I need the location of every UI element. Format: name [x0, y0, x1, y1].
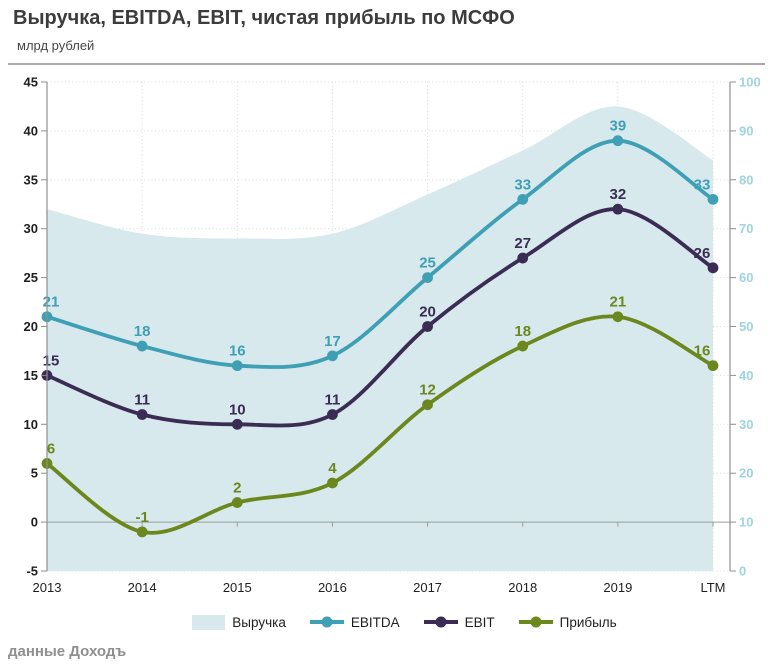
legend-item-ebit: EBIT: [423, 614, 495, 630]
page-subtitle: млрд рублей: [17, 38, 95, 53]
left-axis-tick-label: 20: [24, 319, 38, 334]
x-axis-label: 2017: [413, 580, 442, 595]
ebit-line-marker-icon: [423, 616, 458, 628]
revenue-area-swatch-icon: [192, 614, 226, 630]
profit-marker: [327, 477, 338, 489]
legend-label-revenue: Выручка: [232, 614, 286, 630]
left-axis-tick-label: 0: [31, 515, 38, 530]
ebitda-data-label: 33: [694, 176, 711, 193]
legend-label-profit: Прибыль: [559, 614, 617, 630]
ebit-marker: [517, 252, 529, 264]
ebitda-data-label: 17: [324, 333, 341, 350]
left-axis-tick-label: 35: [24, 172, 38, 187]
ebit-marker: [231, 418, 243, 430]
legend-item-revenue: Выручка: [192, 614, 286, 630]
ebit-data-label: 15: [43, 352, 60, 369]
right-axis-tick-label: 40: [739, 368, 753, 383]
left-axis-tick-label: 10: [24, 417, 38, 432]
page-title: Выручка, EBITDA, EBIT, чистая прибыль по…: [13, 7, 515, 29]
ebitda-data-label: 33: [514, 176, 531, 193]
right-axis-tick-label: 80: [739, 172, 753, 187]
ebitda-marker: [231, 360, 243, 372]
ebitda-marker: [327, 350, 338, 362]
profit-data-label: 2: [233, 480, 241, 497]
ebit-data-label: 10: [229, 401, 246, 418]
legend-item-profit: Прибыль: [518, 614, 617, 630]
profit-data-label: 16: [694, 343, 711, 360]
ebitda-data-label: 25: [419, 255, 436, 272]
profit-marker: [517, 340, 529, 352]
right-axis-tick-label: 0: [739, 564, 746, 579]
right-axis-tick-label: 100: [739, 75, 761, 90]
left-axis-tick-label: -5: [26, 564, 38, 579]
x-axis-label: 2018: [508, 580, 537, 595]
ebitda-marker: [612, 135, 624, 147]
header-divider: [8, 63, 765, 65]
profit-line-marker-icon: [518, 616, 553, 628]
ebitda-data-label: 39: [610, 118, 627, 135]
ebitda-marker: [517, 193, 529, 205]
right-axis-tick-label: 10: [739, 515, 753, 530]
profit-data-label: -1: [135, 509, 148, 526]
ebit-data-label: 11: [324, 392, 340, 409]
ebitda-data-label: 16: [229, 343, 246, 360]
ebitda-marker: [422, 272, 433, 283]
ebit-marker: [327, 409, 338, 420]
ebit-marker: [136, 409, 148, 420]
ebit-data-label: 11: [134, 392, 150, 409]
ebit-line: [45, 207, 715, 428]
legend-label-ebitda: EBITDA: [350, 614, 400, 630]
left-axis-tick-label: 40: [24, 123, 38, 138]
ebit-data-label: 26: [694, 245, 711, 262]
profit-data-label: 18: [514, 323, 531, 340]
profit-marker: [136, 526, 148, 538]
ebit-data-label: 20: [419, 304, 436, 321]
chart-canvas: 21 18 16 17 25 33 39 33 15 11 10 11 20 27 32 26 6 -1 2 4 12 1…: [24, 75, 761, 596]
left-axis-tick-label: 15: [24, 368, 38, 383]
left-axis-tick-label: 45: [24, 75, 38, 90]
x-axis-label: 2019: [603, 580, 632, 595]
ebit-marker: [707, 262, 719, 274]
right-axis-tick-label: 20: [739, 466, 753, 481]
left-axis-tick-label: 25: [24, 270, 38, 285]
profit-marker: [707, 360, 719, 372]
x-axis-label: 2015: [223, 580, 252, 595]
x-axis-label: LTM: [700, 580, 725, 595]
right-axis-tick-label: 60: [739, 270, 753, 285]
revenue-area: [47, 106, 713, 571]
ebit-data-label: 27: [514, 235, 531, 252]
ebitda-data-label: 18: [134, 323, 151, 340]
right-axis-tick-label: 30: [739, 417, 753, 432]
profit-marker: [612, 311, 624, 323]
profit-data-label: 21: [610, 294, 627, 311]
legend-item-ebitda: EBITDA: [309, 614, 400, 630]
profit-data-label: 4: [328, 460, 337, 477]
ebitda-marker: [707, 193, 719, 205]
ebitda-line-marker-icon: [309, 616, 344, 628]
chart-legend: Выручка EBITDA EBIT Прибыль: [36, 608, 773, 636]
x-axis-label: 2014: [128, 580, 157, 595]
ebit-marker: [422, 321, 433, 332]
left-axis-tick-label: 30: [24, 221, 38, 236]
ebit-data-label: 32: [610, 186, 627, 203]
right-axis-tick-label: 50: [739, 319, 753, 334]
x-axis-label: 2016: [318, 580, 347, 595]
source-note: данные Доходъ: [8, 643, 127, 660]
ebitda-data-label: 21: [43, 294, 60, 311]
profit-marker: [422, 399, 433, 411]
right-axis-tick-label: 70: [739, 221, 753, 236]
x-axis-label: 2013: [33, 580, 62, 595]
ebitda-marker: [136, 340, 148, 352]
profit-data-label: 12: [419, 382, 436, 399]
profit-data-label: 6: [47, 440, 55, 457]
ebitda-line: [45, 138, 715, 370]
ebit-marker: [612, 203, 624, 215]
right-axis-tick-label: 90: [739, 123, 753, 138]
legend-label-ebit: EBIT: [464, 614, 495, 630]
profit-marker: [231, 497, 243, 508]
left-axis-tick-label: 5: [31, 466, 38, 481]
